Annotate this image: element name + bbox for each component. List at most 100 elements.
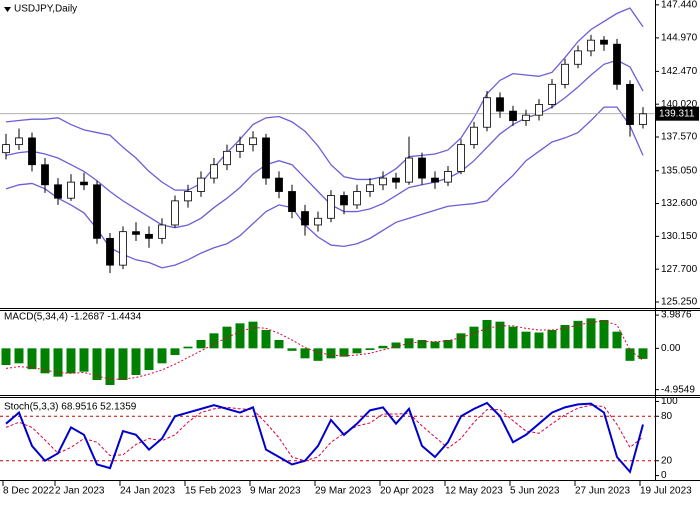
candle-body bbox=[236, 144, 244, 152]
candle-body bbox=[470, 126, 478, 146]
stoch-title: Stoch(5,3,3) 68.9516 52.1359 bbox=[4, 402, 137, 413]
candle-body bbox=[353, 191, 361, 206]
x-tick-label: 27 Jun 2023 bbox=[575, 486, 630, 497]
macd-bar bbox=[248, 321, 258, 349]
macd-bar bbox=[326, 348, 336, 359]
candle-body bbox=[184, 191, 192, 202]
macd-bar bbox=[404, 338, 414, 349]
macd-bar bbox=[378, 345, 388, 349]
x-tick-label: 15 Feb 2023 bbox=[185, 486, 242, 497]
macd-bar bbox=[534, 332, 544, 349]
candle-body bbox=[41, 164, 49, 186]
candle-body bbox=[431, 177, 439, 183]
candle-body bbox=[28, 137, 36, 166]
y-tick-label: 147.440 bbox=[661, 0, 698, 10]
candle-body bbox=[340, 195, 348, 206]
macd-bar bbox=[274, 340, 284, 349]
candle-body bbox=[67, 181, 75, 199]
macd-bar bbox=[14, 348, 24, 364]
y-tick-label: 130.150 bbox=[661, 231, 698, 242]
macd-bar bbox=[287, 348, 297, 351]
y-tick-label: 142.470 bbox=[661, 66, 698, 77]
candle-body bbox=[509, 110, 517, 121]
macd-bar bbox=[92, 348, 102, 380]
y-tick-label: 3.9876 bbox=[661, 310, 692, 321]
macd-bar bbox=[209, 333, 219, 349]
macd-bar bbox=[417, 340, 427, 349]
macd-signal-line bbox=[5, 320, 644, 380]
y-tick-label: 80 bbox=[661, 411, 673, 422]
macd-bar bbox=[391, 342, 401, 349]
macd-bar bbox=[430, 341, 440, 349]
candle-body bbox=[54, 184, 62, 199]
macd-bar bbox=[235, 323, 245, 349]
candle-body bbox=[288, 191, 296, 212]
macd-bar bbox=[222, 326, 232, 349]
candle-body bbox=[80, 181, 88, 186]
candle-body bbox=[613, 43, 621, 85]
last-price-label: 139.311 bbox=[659, 108, 695, 119]
candle-body bbox=[600, 39, 608, 45]
candle-body bbox=[301, 211, 309, 226]
candle-body bbox=[15, 137, 23, 146]
y-tick-label: 20 bbox=[661, 455, 673, 466]
macd-bar bbox=[456, 333, 466, 349]
candle-body bbox=[561, 63, 569, 85]
macd-bar bbox=[40, 348, 50, 374]
candle-body bbox=[171, 200, 179, 226]
macd-bar bbox=[105, 348, 115, 385]
candle-body bbox=[522, 114, 530, 121]
macd-bar bbox=[547, 330, 557, 349]
plot-layer bbox=[0, 7, 655, 474]
y-tick-label: 132.600 bbox=[661, 198, 698, 209]
candle-body bbox=[132, 231, 140, 235]
candle-body bbox=[197, 177, 205, 192]
y-tick-label: -4.9549 bbox=[661, 384, 695, 395]
candle-body bbox=[392, 177, 400, 183]
y-tick-label: 100 bbox=[661, 396, 678, 407]
candle-body bbox=[366, 184, 374, 192]
y-tick-label: 144.970 bbox=[661, 33, 698, 44]
candle-body bbox=[314, 217, 322, 226]
candle-body bbox=[158, 224, 166, 239]
macd-bar bbox=[261, 330, 271, 349]
macd-bar bbox=[599, 320, 609, 349]
macd-bar bbox=[612, 331, 622, 349]
candle-body bbox=[275, 177, 283, 192]
candle-body bbox=[496, 97, 504, 112]
x-tick-label: 2 Jan 2023 bbox=[55, 486, 105, 497]
x-tick-label: 5 Jun 2023 bbox=[510, 486, 560, 497]
candle-body bbox=[106, 237, 114, 266]
macd-bar bbox=[508, 326, 518, 349]
x-tick-label: 20 Apr 2023 bbox=[380, 486, 434, 497]
candle-body bbox=[535, 104, 543, 116]
candle-body bbox=[444, 171, 452, 183]
macd-bar bbox=[144, 348, 154, 370]
macd-bar bbox=[196, 340, 206, 349]
macd-bar bbox=[352, 348, 362, 354]
candle-body bbox=[457, 144, 465, 172]
macd-bar bbox=[560, 325, 570, 349]
x-tick-label: 9 Mar 2023 bbox=[250, 486, 301, 497]
candle-body bbox=[223, 150, 231, 166]
macd-bar bbox=[339, 348, 349, 357]
candle-body bbox=[145, 233, 153, 239]
macd-bar bbox=[638, 348, 648, 359]
x-tick-label: 19 Jul 2023 bbox=[640, 486, 692, 497]
y-tick-label: 125.250 bbox=[661, 297, 698, 308]
x-tick-label: 12 May 2023 bbox=[445, 486, 503, 497]
candle-body bbox=[210, 164, 218, 179]
macd-bar bbox=[157, 348, 167, 364]
y-tick-label: 0 bbox=[661, 470, 667, 481]
y-tick-label: 127.700 bbox=[661, 264, 698, 275]
candle-body bbox=[405, 157, 413, 183]
candle-body bbox=[626, 83, 634, 125]
macd-bar bbox=[79, 348, 89, 372]
candle-body bbox=[548, 83, 556, 105]
macd-bar bbox=[66, 348, 76, 374]
macd-bar bbox=[183, 346, 193, 349]
macd-bar bbox=[521, 331, 531, 349]
candle-body bbox=[93, 184, 101, 239]
macd-bar bbox=[573, 320, 583, 349]
